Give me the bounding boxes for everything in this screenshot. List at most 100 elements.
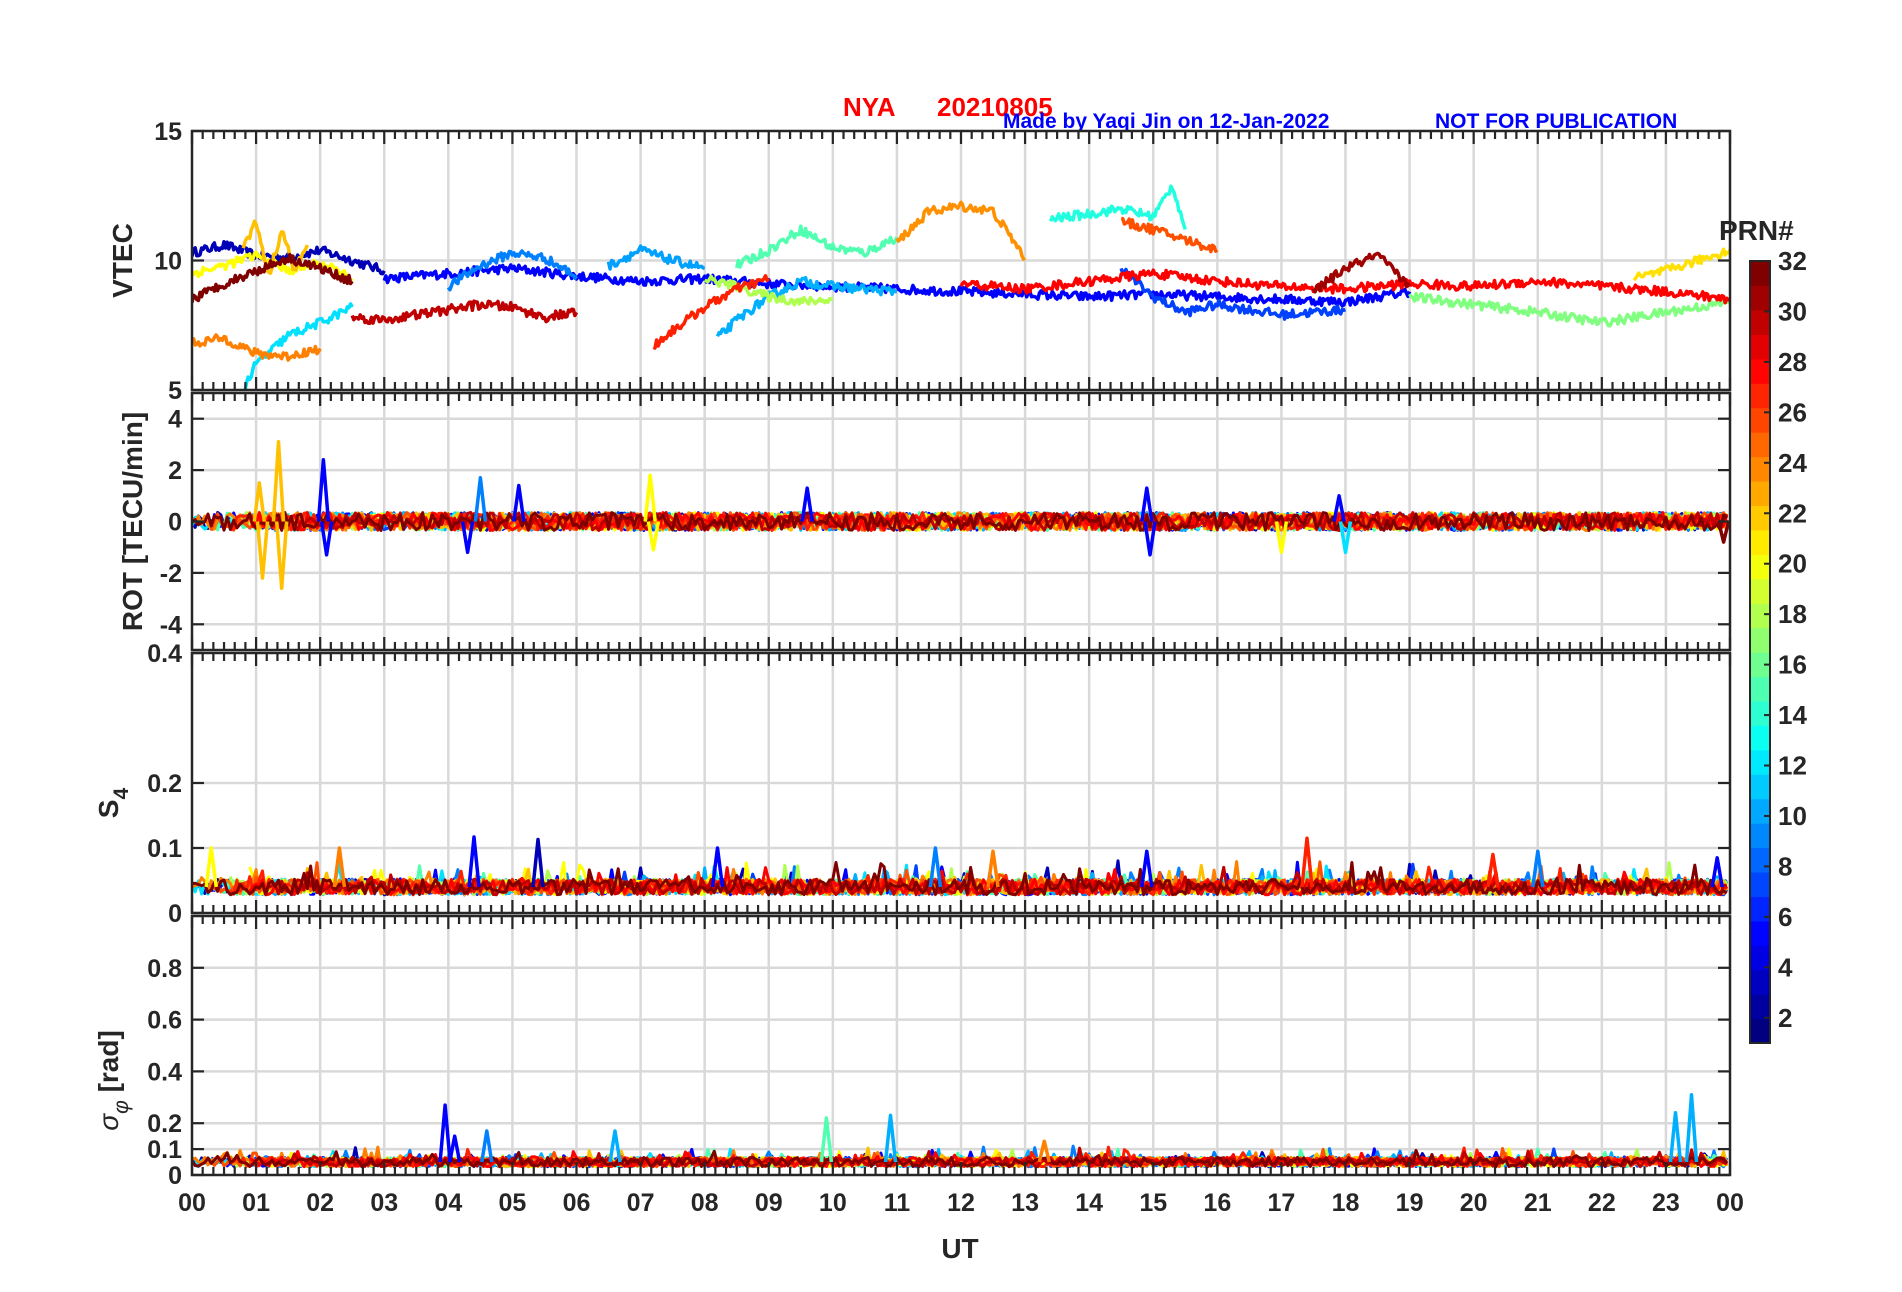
panel-frame — [190, 914, 1732, 1177]
colorbar-segment — [1750, 334, 1770, 360]
colorbar-segment — [1750, 358, 1770, 384]
s4-spike — [928, 846, 943, 888]
vtec-series-prn-23 — [895, 200, 1027, 261]
x-tick-label: 15 — [1139, 1189, 1167, 1217]
y-tick-label: 0 — [168, 900, 182, 928]
colorbar-segment — [1750, 1018, 1770, 1044]
vtec-series-prn-31 — [1311, 251, 1412, 294]
y-tick-label: 0.4 — [147, 640, 182, 668]
sigma_phi-spike — [1684, 1092, 1699, 1163]
colorbar-segment — [1750, 578, 1770, 604]
colorbar-segment — [1750, 285, 1770, 311]
series-group — [192, 440, 1730, 591]
colorbar-segment — [1750, 700, 1770, 726]
colorbar-segment — [1750, 309, 1770, 335]
y-tick-label: 2 — [168, 457, 182, 485]
rot-spike — [274, 521, 289, 591]
rot-spike — [1338, 521, 1353, 555]
rot-spike — [319, 521, 334, 557]
vtec-series-prn-21 — [1632, 247, 1730, 282]
rot-trace — [192, 511, 1728, 532]
colorbar-tick-label: 26 — [1778, 397, 1807, 427]
y-tick-label: 0.8 — [147, 955, 182, 983]
x-tick-label: 07 — [627, 1189, 655, 1217]
rot-spike — [1143, 521, 1157, 557]
vtec-series-prn-4 — [382, 263, 1412, 308]
x-tick-label: 10 — [819, 1189, 847, 1217]
vtec-series-prn-25 — [1120, 216, 1219, 254]
series-group — [192, 835, 1729, 897]
sigma_phi-spike — [883, 1113, 898, 1163]
s4-spike — [467, 835, 481, 888]
vtec-series-prn-10 — [606, 244, 706, 271]
y-tick-label: -4 — [160, 611, 182, 639]
colorbar-tick-label: 20 — [1778, 549, 1807, 579]
vtec-series-prn-19 — [703, 274, 834, 307]
title-date: 20210805 — [937, 92, 1053, 122]
panel-s4: 0 0.1 0.2 0.4 S4 — [93, 640, 1732, 928]
y-tick-label: 15 — [154, 118, 182, 146]
notice-text: NOT FOR PUBLICATION — [1435, 110, 1677, 133]
title-station: NYA — [843, 92, 896, 122]
s4-spike — [1710, 856, 1724, 888]
x-tick-label: 05 — [499, 1189, 527, 1217]
credit-text: Made by Yaqi Jin on 12-Jan-2022 — [1003, 110, 1329, 133]
x-tick-label: 23 — [1652, 1189, 1680, 1217]
rot-spike — [255, 521, 270, 580]
sigma_phi-spike — [819, 1116, 834, 1163]
colorbar-tick-label: 4 — [1778, 952, 1793, 982]
panel-sigma_phi: 00.10.2 0.4 0.6 0.8 σφ [rad] — [93, 914, 1732, 1190]
colorbar-segment — [1750, 920, 1770, 946]
colorbar-tick-label: 18 — [1778, 599, 1807, 629]
x-tick-label: 17 — [1268, 1189, 1296, 1217]
s4-spike — [1531, 849, 1545, 888]
colorbar-tick-label: 6 — [1778, 902, 1792, 932]
y-tick-label: 0.6 — [147, 1007, 182, 1035]
colorbar-tick-label: 24 — [1778, 448, 1807, 478]
y-tick-label: 4 — [168, 406, 182, 434]
colorbar-segment — [1750, 652, 1770, 678]
rot-spike — [1716, 521, 1730, 544]
rot-spike — [800, 486, 814, 522]
rot-spike — [643, 473, 657, 522]
sigma_phi-spike — [438, 1103, 452, 1163]
sigma_phi-spike — [608, 1129, 622, 1163]
colorbar-segment — [1750, 603, 1770, 629]
y-axis-label: VTEC — [107, 223, 138, 298]
colorbar-segment — [1750, 676, 1770, 702]
y-tick-label: 0 — [168, 509, 182, 537]
colorbar-segment — [1750, 871, 1770, 897]
vtec-series-prn-6 — [1119, 267, 1347, 321]
x-tick-label: 08 — [691, 1189, 719, 1217]
x-tick-label: 14 — [1075, 1189, 1103, 1217]
colorbar-segment — [1750, 432, 1770, 458]
colorbar-segment — [1750, 774, 1770, 800]
y-tick-label: 0.1 — [147, 835, 182, 863]
colorbar-tick-label: 28 — [1778, 347, 1807, 377]
vtec-series-prn-30 — [350, 299, 579, 326]
rot-spike — [646, 521, 661, 552]
s4-spike — [710, 846, 725, 888]
vtec-series-prn-24 — [192, 333, 322, 362]
s4-spike — [332, 846, 347, 888]
x-tick-label: 20 — [1460, 1189, 1488, 1217]
x-tick-label: 18 — [1332, 1189, 1360, 1217]
vtec-series-prn-32 — [192, 252, 354, 303]
x-tick-label: 04 — [434, 1189, 462, 1217]
colorbar-segment — [1750, 896, 1770, 922]
x-tick-label: 21 — [1524, 1189, 1552, 1217]
sigma_phi-spike — [447, 1134, 462, 1163]
vtec-series-prn-11 — [715, 275, 898, 338]
y-axis-label: S4 — [93, 788, 133, 819]
y-tick-label: 0.2 — [147, 770, 182, 798]
vtec-series-prn-17 — [1408, 291, 1730, 328]
colorbar-tick-label: 32 — [1778, 246, 1807, 276]
x-tick-label: 11 — [884, 1189, 911, 1217]
sigma_phi-trace — [267, 1146, 1728, 1169]
rot-spike — [271, 440, 286, 522]
colorbar-tick-label: 10 — [1778, 801, 1807, 831]
x-tick-label: 12 — [947, 1189, 975, 1217]
colorbar-segment — [1750, 823, 1770, 849]
colorbar-segment — [1750, 505, 1770, 531]
x-tick-label: 00 — [178, 1189, 206, 1217]
